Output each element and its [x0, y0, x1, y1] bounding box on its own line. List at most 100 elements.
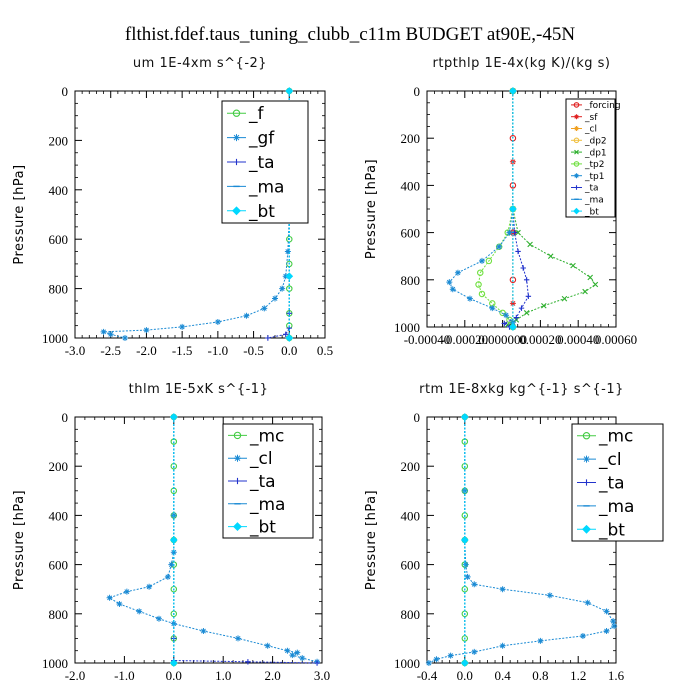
y-tick-label: 400: [49, 508, 69, 523]
series-ta-point: [520, 265, 526, 271]
series-gf-point: [272, 295, 278, 302]
legend-marker: [234, 454, 241, 462]
series-ta-point: [314, 660, 320, 666]
legend: _forcing _sf _cl_dp2 _dp1 _tp2 _tp1 _ta_ma _bt: [565, 98, 621, 218]
legend-label: _cl: [598, 450, 622, 470]
y-axis-label: Pressure [hPa]: [12, 490, 27, 590]
series-bt-point: [460, 413, 469, 421]
series-ta-point: [515, 248, 521, 255]
series-cl-point: [584, 599, 591, 606]
legend-marker: [232, 109, 241, 117]
y-axis-label: Pressure [hPa]: [364, 159, 379, 259]
legend-marker: [233, 158, 240, 166]
legend-label: _mc: [249, 426, 284, 446]
series-bt-point: [509, 323, 517, 331]
legend-label: _forcing: [584, 101, 621, 111]
series-bt-point: [169, 536, 178, 544]
legend-label: _dp1: [584, 148, 607, 158]
legend-label: _ma: [249, 495, 285, 515]
series-dp1-point: [592, 281, 599, 288]
y-tick-label: 0: [62, 84, 69, 99]
series-cl-point: [537, 637, 544, 644]
series-tp1-point: [496, 243, 503, 250]
series-gf-point: [284, 248, 291, 255]
series-dp1-point: [587, 274, 594, 281]
series-tp1-point: [489, 305, 496, 312]
x-tick-label: -2.0: [136, 343, 157, 358]
series-tp2-point: [478, 290, 486, 298]
x-tick-label: 2.0: [264, 668, 280, 683]
series-cl-point: [116, 600, 123, 607]
y-tick-label: 800: [401, 273, 421, 288]
y-tick-label: 600: [401, 558, 421, 573]
legend-label: _ma: [248, 177, 284, 197]
legend-marker: [573, 137, 580, 144]
legend-label: _f: [248, 104, 265, 124]
series-dp1-line: [506, 91, 597, 328]
series-dp1-point: [541, 302, 547, 309]
x-tick-label: 3.0: [314, 668, 330, 683]
x-tick-label: -1.5: [172, 343, 193, 358]
x-tick-label: -0.00040: [404, 332, 451, 347]
series-bt-point: [169, 413, 178, 421]
series-tp1-point: [506, 229, 513, 236]
legend-marker: [582, 432, 591, 440]
chart-panel-3: thlm 1E-5xK s^{-1} Pressure [hPa] -2.0 -1.0…: [12, 382, 330, 683]
series-dp1-point: [582, 288, 588, 295]
series-cl-point: [471, 648, 478, 655]
legend-marker: [574, 114, 579, 120]
series-gf-point: [122, 335, 128, 341]
legend-label: _tp2: [584, 160, 604, 170]
series-tp1-point: [478, 257, 485, 264]
series-gf-point: [100, 328, 107, 335]
series-bt-point: [285, 272, 294, 281]
legend-label: _bt: [249, 518, 276, 538]
series-gf-point: [261, 305, 268, 312]
legend-label: _ta: [598, 473, 625, 493]
series-group: [446, 87, 599, 331]
series-ta-point: [245, 659, 251, 665]
x-tick-label: 0.00040: [557, 332, 599, 347]
y-tick-label: 0: [414, 84, 421, 99]
x-tick-label: 0.8: [532, 668, 548, 683]
series-cl-point: [299, 655, 306, 662]
series-tp2-line: [478, 91, 514, 328]
y-tick-label: 600: [401, 226, 421, 241]
series-cl-point: [447, 652, 454, 659]
x-tick-label: 0.000000: [478, 332, 527, 347]
series-cl-point: [136, 608, 143, 615]
series-tp1-point: [503, 312, 510, 319]
legend-label: _dp2: [584, 136, 607, 146]
x-tick-label: 1.2: [570, 668, 586, 683]
series-cl-point: [603, 608, 610, 615]
legend-marker: [583, 479, 590, 486]
series-sf-point: [509, 300, 516, 307]
x-tick-label: 0.4: [494, 668, 511, 683]
legend-label: _ta: [248, 153, 275, 173]
series-ta-point: [523, 277, 530, 283]
panel-title: thlm 1E-5xK s^{-1}: [129, 382, 269, 397]
series-cl-point: [546, 592, 553, 599]
y-tick-label: 0: [414, 410, 421, 425]
y-tick-label: 200: [49, 133, 69, 148]
series-gf-point: [107, 331, 114, 338]
y-tick-label: 200: [401, 131, 421, 146]
x-tick-label: 1.6: [608, 668, 625, 683]
legend-label: _cl: [249, 449, 273, 469]
series-tp2-point: [485, 257, 493, 265]
series-tp1-point: [446, 279, 453, 286]
chart-panel-2: rtpthlp 1E-4x(kg K)/(kg s) Pressure [hPa]…: [364, 56, 637, 347]
series-cl-point: [464, 573, 471, 580]
chart-panel-1: um 1E-4xm s^{-2} Pressure [hPa] -3.0 -2.5 -2…: [12, 56, 333, 358]
series-gf-point: [214, 318, 221, 325]
legend-marker: [582, 524, 591, 534]
series-ta-point: [501, 320, 508, 327]
series-bt-point: [285, 334, 294, 342]
y-tick-label: 0: [62, 410, 69, 425]
legend-marker: [574, 173, 579, 179]
x-tick-label: 0.0: [457, 668, 473, 683]
series-bt-point: [509, 205, 517, 213]
series-ta-point: [265, 335, 271, 341]
x-tick-label: -1.0: [114, 668, 135, 683]
